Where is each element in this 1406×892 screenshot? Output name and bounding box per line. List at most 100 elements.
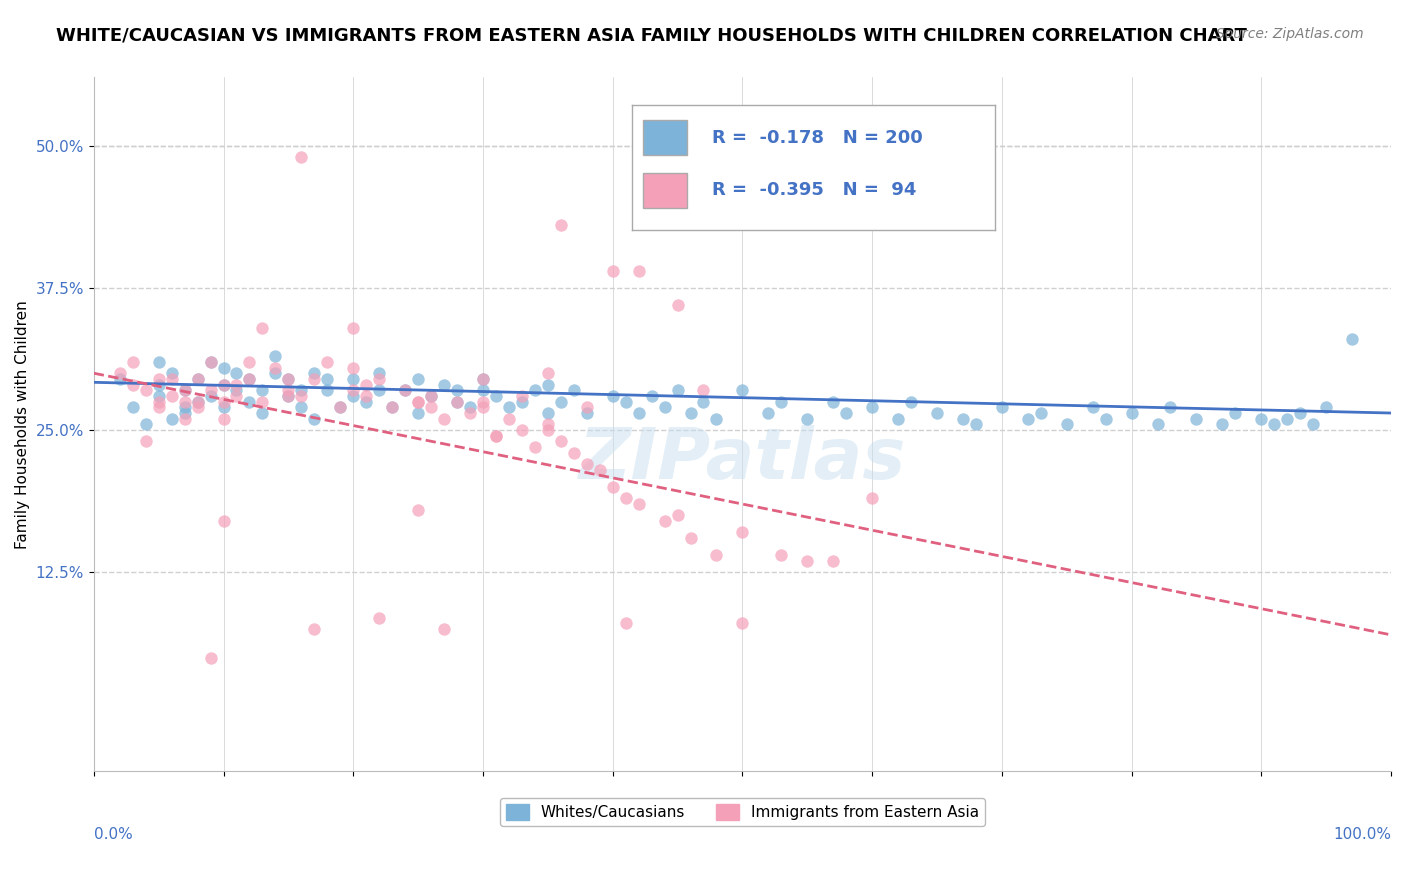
Point xyxy=(368,366,391,380)
Point xyxy=(200,650,222,665)
Point xyxy=(575,401,598,415)
Point xyxy=(627,264,650,278)
Point xyxy=(1081,401,1104,415)
Point xyxy=(329,401,352,415)
Point xyxy=(796,411,818,425)
Point xyxy=(679,406,702,420)
Point xyxy=(1121,406,1143,420)
Point xyxy=(471,372,494,386)
Point xyxy=(290,389,312,403)
Point xyxy=(406,372,429,386)
Point xyxy=(316,372,339,386)
Point xyxy=(121,355,143,369)
Point xyxy=(238,372,260,386)
Point xyxy=(965,417,987,432)
Point xyxy=(1277,411,1299,425)
Point xyxy=(304,372,326,386)
Point xyxy=(835,406,858,420)
Point xyxy=(277,372,299,386)
Point xyxy=(485,429,508,443)
Point xyxy=(381,401,404,415)
Point xyxy=(627,406,650,420)
Point xyxy=(406,406,429,420)
Point xyxy=(304,622,326,636)
Point xyxy=(135,417,157,432)
Point xyxy=(602,389,624,403)
Point xyxy=(575,406,598,420)
Point xyxy=(342,389,364,403)
Point xyxy=(173,384,195,398)
Text: Source: ZipAtlas.com: Source: ZipAtlas.com xyxy=(1216,27,1364,41)
Point xyxy=(368,611,391,625)
Point xyxy=(148,355,170,369)
Point xyxy=(187,372,209,386)
Point xyxy=(225,384,247,398)
Point xyxy=(562,446,585,460)
Point xyxy=(614,491,637,506)
Point xyxy=(692,394,714,409)
Point xyxy=(666,384,689,398)
Point xyxy=(212,401,235,415)
Text: WHITE/CAUCASIAN VS IMMIGRANTS FROM EASTERN ASIA FAMILY HOUSEHOLDS WITH CHILDREN : WHITE/CAUCASIAN VS IMMIGRANTS FROM EASTE… xyxy=(56,27,1247,45)
Point xyxy=(368,372,391,386)
Point xyxy=(160,411,183,425)
Point xyxy=(471,401,494,415)
Point xyxy=(446,394,468,409)
Point xyxy=(225,377,247,392)
Point xyxy=(406,502,429,516)
Point xyxy=(706,548,728,562)
Point xyxy=(342,372,364,386)
Point xyxy=(1302,417,1324,432)
Point xyxy=(212,411,235,425)
Point xyxy=(225,389,247,403)
Point xyxy=(290,384,312,398)
Point xyxy=(433,411,456,425)
Point xyxy=(187,394,209,409)
Point xyxy=(212,377,235,392)
Point xyxy=(173,411,195,425)
Point xyxy=(756,406,779,420)
Point xyxy=(1225,406,1247,420)
Point xyxy=(602,264,624,278)
Point xyxy=(433,622,456,636)
Point xyxy=(238,394,260,409)
Point xyxy=(550,434,572,449)
Point xyxy=(108,366,131,380)
Text: 0.0%: 0.0% xyxy=(94,827,132,842)
Point xyxy=(860,491,883,506)
Point xyxy=(354,377,377,392)
Point xyxy=(420,389,443,403)
Point xyxy=(148,372,170,386)
Point xyxy=(252,384,274,398)
Point xyxy=(121,401,143,415)
Point xyxy=(406,394,429,409)
Point xyxy=(264,360,287,375)
Point xyxy=(1211,417,1233,432)
Point xyxy=(614,616,637,631)
Point xyxy=(394,384,416,398)
Point xyxy=(731,525,754,540)
Point xyxy=(458,401,481,415)
Point xyxy=(550,219,572,233)
Point xyxy=(602,480,624,494)
Point xyxy=(471,384,494,398)
Point xyxy=(706,411,728,425)
Point xyxy=(1056,417,1078,432)
Point xyxy=(446,394,468,409)
Point xyxy=(679,531,702,545)
Point xyxy=(654,401,676,415)
Point xyxy=(173,401,195,415)
Point xyxy=(342,384,364,398)
Point xyxy=(627,497,650,511)
Point xyxy=(342,320,364,334)
Point xyxy=(770,548,793,562)
Point xyxy=(277,389,299,403)
Point xyxy=(135,434,157,449)
Point xyxy=(160,372,183,386)
Point xyxy=(666,508,689,523)
Point xyxy=(212,377,235,392)
Legend: Whites/Caucasians, Immigrants from Eastern Asia: Whites/Caucasians, Immigrants from Easte… xyxy=(499,798,986,826)
Y-axis label: Family Households with Children: Family Households with Children xyxy=(15,300,30,549)
Text: 100.0%: 100.0% xyxy=(1333,827,1391,842)
Point xyxy=(1159,401,1181,415)
